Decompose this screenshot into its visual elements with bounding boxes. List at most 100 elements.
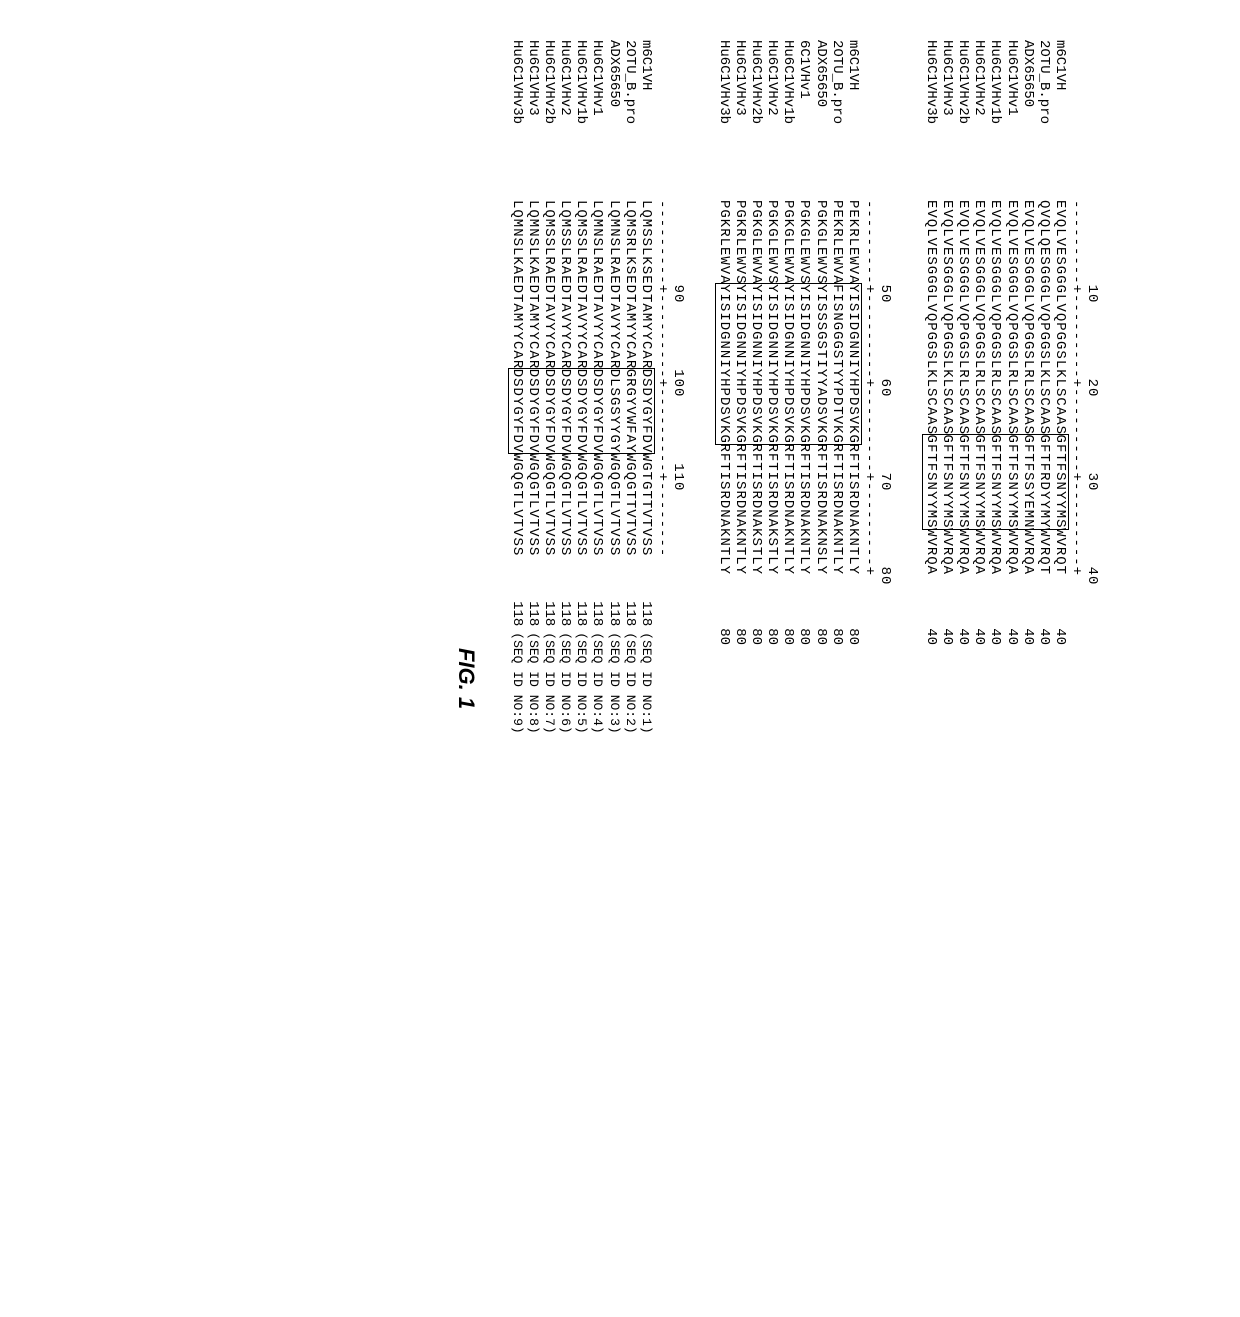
sequence-label: Hu6C1VHv3b (716, 40, 732, 200)
end-position: 80 (813, 575, 829, 645)
sequence-label: ADX65650 (813, 40, 829, 200)
end-position: 118 (541, 556, 557, 626)
cdr-region: YISIDGNNIYHPDSVKG (748, 283, 764, 445)
sequence-text: LQMNSLRAEDTAVYYCARDLSGSYYGYWGQGTLVTVSS (605, 200, 621, 556)
sequence-text: LQMSSLKSEDTAMYYCARDSDYGYFDVWGTGTTVTVSS (638, 200, 654, 556)
cdr-region: GFTFSNYYMS (922, 434, 939, 530)
sequence-alignment-figure: 10 20 30 40---------+---------+---------… (454, 40, 1100, 1317)
cdr-region: FISNGGGSTYYPDTVKG (829, 283, 845, 445)
sequence-text: LQMSSLRAEDTAVYYCARDSDYGYFDVWGQGTLVTVSS (573, 200, 589, 556)
cdr-region: DSDYGYFDV (525, 368, 541, 455)
cdr-region: DSDYGYFDV (541, 368, 557, 455)
sequence-label: 6C1VHv1 (796, 40, 812, 200)
end-position: 80 (732, 575, 748, 645)
ruler-numbers: 50 60 70 80 (877, 200, 893, 585)
sequence-label: Hu6C1VHv1 (1003, 40, 1019, 200)
sequence-text: PGKGLEWVSYISSSGSTIYYADSVKGRFTISRDNAKNSLY (813, 200, 829, 575)
sequence-row: Hu6C1VHv2LQMSSLRAEDTAVYYCARDSDYGYFDVWGQG… (557, 40, 573, 1317)
sequence-label: Hu6C1VHv2 (971, 40, 987, 200)
end-position: 118 (557, 556, 573, 626)
sequence-text: EVQLVESGGGLVQPGGSLRLSCAASGFTFSNYYMSWVRQA (1003, 200, 1019, 575)
sequence-row: Hu6C1VHv3bPGKRLEWVAYISIDGNNIYHPDSVKGRFTI… (716, 40, 732, 1317)
end-position: 40 (987, 575, 1003, 645)
figure-caption: FIG. 1 (454, 40, 479, 1317)
sequence-text: LQMNSLKAEDTAMYYCARDSDYGYFDVWGQGTLVTVSS (525, 200, 541, 556)
sequence-label: Hu6C1VHv2b (541, 40, 557, 200)
ruler-line: ---------+---------+---------+---------+ (1068, 200, 1084, 576)
end-position: 118 (573, 556, 589, 626)
sequence-row: Hu6C1VHv3LQMNSLKAEDTAMYYCARDSDYGYFDVWGQG… (525, 40, 541, 1317)
cdr-region: GFTFSNYYMS (1003, 434, 1019, 530)
end-position: 80 (780, 575, 796, 645)
sequence-label: Hu6C1VHv3b (509, 40, 525, 200)
end-position: 80 (764, 575, 780, 645)
sequence-label: 2OTU_B.pro (622, 40, 638, 200)
cdr-region: DSDYGYFDV (557, 368, 573, 455)
sequence-text: EVQLVESGGGLVQPGGSLKLSCAASGFTFSNYYMSWVRQT (1052, 200, 1068, 575)
cdr-region: YISIDGNNIYHPDSVKG (780, 283, 796, 445)
cdr-region: YISSSGSTIYYADSVKG (813, 283, 829, 445)
sequence-row: ADX65650LQMNSLRAEDTAVYYCARDLSGSYYGYWGQGT… (605, 40, 621, 1317)
end-position: 40 (1052, 575, 1068, 645)
sequence-row: Hu6C1VHv2PGKGLEWVSYISIDGNNIYHPDSVKGRFTIS… (764, 40, 780, 1317)
ruler-line: ---------+---------+---------+---------+ (861, 200, 877, 576)
sequence-text: QVQLQESGGGLVQPGGSLKLSCAASGFTFRDYYMYWVRQT (1036, 200, 1052, 575)
sequence-text: EVQLVESGGGLVQPGGSLRLSCAASGFTFSNYYMSWVRQA (971, 200, 987, 575)
sequence-label: Hu6C1VHv3 (732, 40, 748, 200)
cdr-region: YISIDGNNIYHPDSVKG (732, 283, 748, 445)
sequence-row: 2OTU_B.proLQMSRLKSEDTAMYYCARGRGYVWFAYWGQ… (622, 40, 638, 1317)
cdr-region: YISIDGNNIYHPDSVKG (845, 283, 862, 445)
cdr-region: GFTFSNYYMS (939, 434, 955, 530)
sequence-text: PEKRLEWVAFISNGGGSTYYPDTVKGRFTISRDNAKNTLY (829, 200, 845, 575)
sequence-text: EVQLVESGGGLVQPGGSLKLSCAASGFTFSNYYMSWVRQA (939, 200, 955, 575)
sequence-row: Hu6C1VHv3bEVQLVESGGGLVQPGGSLKLSCAASGFTFS… (923, 40, 939, 1317)
alignment-block: 50 60 70 80---------+---------+---------… (716, 40, 893, 1317)
sequence-label: m6C1VH (845, 40, 861, 200)
end-position: 118 (638, 556, 654, 626)
seq-id-label: (SEQ ID NO:1) (638, 626, 653, 733)
sequence-row: m6C1VHEVQLVESGGGLVQPGGSLKLSCAASGFTFSNYYM… (1052, 40, 1068, 1317)
sequence-row: Hu6C1VHv1bPGKGLEWVAYISIDGNNIYHPDSVKGRFTI… (780, 40, 796, 1317)
sequence-label: Hu6C1VHv3 (525, 40, 541, 200)
sequence-label: Hu6C1VHv1b (987, 40, 1003, 200)
seq-id-label: (SEQ ID NO:3) (606, 626, 621, 733)
end-position: 40 (1036, 575, 1052, 645)
sequence-label: 2OTU_B.pro (1036, 40, 1052, 200)
end-position: 118 (605, 556, 621, 626)
sequence-label: ADX65650 (1020, 40, 1036, 200)
sequence-text: EVQLVESGGGLVQPGGSLRLSCAASGFTFSNYYMSWVRQA (987, 200, 1003, 575)
cdr-region: GFTFSSYEMN (1020, 434, 1036, 530)
end-position: 80 (845, 575, 861, 645)
end-position: 80 (748, 575, 764, 645)
end-position: 40 (923, 575, 939, 645)
end-position: 80 (829, 575, 845, 645)
end-position: 40 (939, 575, 955, 645)
sequence-row: m6C1VHLQMSSLKSEDTAMYYCARDSDYGYFDVWGTGTTV… (638, 40, 654, 1317)
sequence-row: Hu6C1VHv1bEVQLVESGGGLVQPGGSLRLSCAASGFTFS… (987, 40, 1003, 1317)
sequence-label: Hu6C1VHv2 (557, 40, 573, 200)
cdr-region: GFTFRDYYMY (1036, 434, 1052, 530)
seq-id-label: (SEQ ID NO:2) (622, 626, 637, 733)
cdr-region: GFTFSNYYMS (971, 434, 987, 530)
cdr-region: GFTFSNYYMS (955, 434, 971, 530)
sequence-label: Hu6C1VHv2b (955, 40, 971, 200)
sequence-label: Hu6C1VHv1b (780, 40, 796, 200)
cdr-region: YISIDGNNIYHPDSVKG (796, 283, 812, 445)
sequence-text: PEKRLEWVAYISIDGNNIYHPDSVKGRFTISRDNAKNTLY (845, 200, 861, 575)
end-position: 40 (955, 575, 971, 645)
sequence-row: Hu6C1VHv3EVQLVESGGGLVQPGGSLKLSCAASGFTFSN… (939, 40, 955, 1317)
sequence-row: ADX65650EVQLVESGGGLVQPGGSLRLSCAASGFTFSSY… (1020, 40, 1036, 1317)
sequence-label: Hu6C1VHv1b (573, 40, 589, 200)
sequence-text: PGKGLEWVSYISIDGNNIYHPDSVKGRFTISRDNAKNTLY (796, 200, 812, 575)
sequence-text: PGKRLEWVAYISIDGNNIYHPDSVKGRFTISRDNAKNTLY (716, 200, 732, 575)
ruler-line: ---------+---------+---------+-------- (654, 200, 670, 557)
alignment-block: 10 20 30 40---------+---------+---------… (923, 40, 1100, 1317)
end-position: 80 (716, 575, 732, 645)
sequence-text: EVQLVESGGGLVQPGGSLRLSCAASGFTFSNYYMSWVRQA (955, 200, 971, 575)
sequence-label: Hu6C1VHv2b (748, 40, 764, 200)
sequence-text: EVQLVESGGGLVQPGGSLRLSCAASGFTFSSYEMNWVRQA (1020, 200, 1036, 575)
sequence-label: 2OTU_B.pro (829, 40, 845, 200)
cdr-region: DSDYGYFDV (573, 368, 589, 455)
end-position: 118 (525, 556, 541, 626)
sequence-row: Hu6C1VHv2bEVQLVESGGGLVQPGGSLRLSCAASGFTFS… (955, 40, 971, 1317)
